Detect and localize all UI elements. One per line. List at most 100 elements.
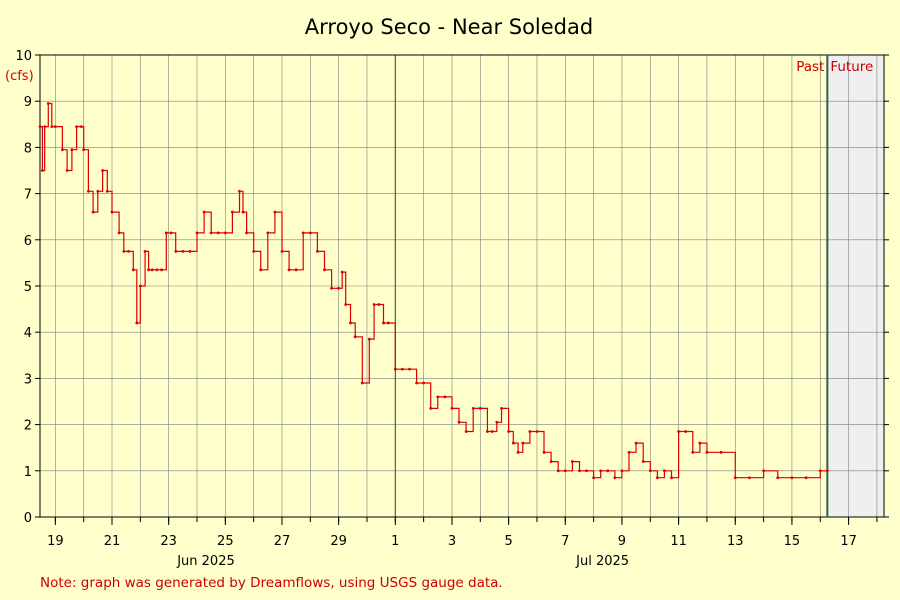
flow-data-point [450,407,454,410]
flow-data-point [40,169,44,172]
flow-data-point [91,210,95,214]
x-tick-label: 15 [784,534,801,549]
x-tick-label: 21 [104,534,121,549]
flow-data-point [188,249,192,253]
flow-data-point [216,231,220,235]
y-tick-label: 5 [24,280,32,295]
flow-data-point [549,460,553,463]
flow-data-point [117,231,121,235]
flow-data-point [127,249,130,253]
month-label: Jul 2025 [575,554,629,569]
flow-data-point [478,407,482,410]
x-tick-label: 19 [47,534,64,549]
x-tick-label: 3 [448,534,456,549]
chart-title: Arroyo Seco - Near Soledad [305,15,593,39]
flow-data-point [443,395,447,399]
flow-data-point [287,268,291,272]
flow-data-point [344,303,348,306]
flow-data-point [415,381,418,385]
flow-data-point [138,284,142,288]
x-tick-label: 1 [391,534,399,549]
flow-data-point [96,189,100,193]
flow-data-point [627,450,631,454]
flow-data-point [670,476,673,480]
flow-data-point [330,286,333,290]
y-tick-label: 1 [24,465,32,480]
flow-data-point [705,450,709,454]
flow-data-point [790,476,794,480]
flow-data-point [280,249,284,253]
flow-data-point [563,469,567,473]
flow-data-point [507,430,511,433]
flow-data-point [776,476,780,480]
flow-data-point [122,249,126,253]
flow-data-point [101,169,104,172]
flow-data-point [315,249,319,253]
flow-data-point [231,210,234,214]
flow-data-point [372,303,376,306]
flow-data-point [160,268,163,272]
flow-data-point [86,189,90,193]
month-label: Jun 2025 [176,554,235,569]
flow-data-point [164,231,168,235]
flow-data-point [65,169,69,172]
flow-data-point [490,430,494,433]
x-tick-label: 11 [670,534,687,549]
y-tick-label: 9 [24,95,32,110]
flow-data-point [349,321,352,325]
flow-data-point [181,249,185,253]
flow-data-point [70,148,74,152]
flow-data-point [620,469,624,473]
past-label: Past [796,59,824,75]
flow-data-point [613,476,617,480]
x-tick-label: 23 [160,534,177,549]
flow-data-point [150,268,154,272]
flow-data-point [521,441,525,445]
y-tick-label: 4 [24,326,32,341]
x-tick-label: 17 [840,534,857,549]
x-tick-label: 9 [618,534,626,549]
x-tick-label: 29 [330,534,347,549]
flow-data-point [143,249,147,253]
flow-data-point [393,367,397,371]
flow-data-point [82,148,86,152]
flow-data-point [337,286,341,290]
flow-data-point [323,268,326,272]
flow-data-point [105,189,109,193]
flow-data-point [648,469,652,473]
flow-data-point [471,407,475,410]
flow-data-point [500,407,503,410]
flow-data-point [223,231,227,235]
flow-data-point [110,210,114,214]
flow-data-point [599,469,603,473]
flow-data-point [301,231,305,235]
flow-data-point [606,469,610,473]
flow-data-point [436,395,440,399]
flow-data-point [174,249,178,253]
flow-data-point [684,430,688,433]
flow-data-point [202,210,206,214]
flow-data-point [556,469,560,473]
source-note: Note: graph was generated by Dreamflows,… [40,575,503,591]
y-tick-label: 2 [24,419,32,434]
flow-data-point [209,231,213,235]
flow-data-point [655,476,659,480]
flow-data-point [578,469,581,473]
flow-data-point [147,268,150,272]
flow-data-point [804,476,808,480]
flow-data-point [748,476,751,480]
flow-data-point [570,460,574,463]
y-tick-label: 3 [24,372,32,387]
y-tick-label: 10 [15,49,32,64]
flow-data-point [422,381,426,385]
flow-data-point [386,321,390,325]
flow-data-point [691,450,695,454]
y-tick-label: 7 [24,188,32,203]
x-tick-label: 5 [504,534,512,549]
flow-series-line [40,102,828,479]
x-tick-label: 7 [561,534,569,549]
flow-data-point [634,441,638,445]
flow-data-point [825,469,829,473]
